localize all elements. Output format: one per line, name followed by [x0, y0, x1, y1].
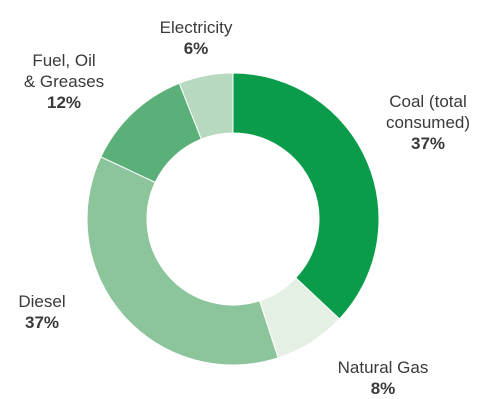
label-coal-line2: consumed) — [385, 113, 471, 132]
label-fuel-line1: Fuel, Oil — [32, 51, 96, 70]
label-coal-pct: 37% — [410, 134, 446, 153]
slice-diesel — [86, 156, 279, 366]
label-fuel-pct: 12% — [46, 93, 82, 112]
label-gas-line1: Natural Gas — [337, 358, 429, 377]
label-diesel: Diesel 37% — [4, 291, 80, 333]
label-electricity-pct: 6% — [183, 39, 209, 58]
slice-electricity — [178, 72, 234, 140]
label-gas-pct: 8% — [370, 379, 396, 398]
label-natural-gas: Natural Gas 8% — [322, 357, 444, 399]
label-diesel-line1: Diesel — [18, 292, 66, 311]
slice-coal — [232, 72, 380, 320]
label-diesel-pct: 37% — [24, 313, 60, 332]
label-electricity-line1: Electricity — [159, 18, 233, 37]
label-fuel-line2: & Greases — [23, 72, 105, 91]
label-electricity: Electricity 6% — [134, 17, 258, 59]
label-coal-line1: Coal (total — [389, 92, 467, 111]
label-coal: Coal (total consumed) 37% — [374, 91, 479, 154]
label-fuel-oil-greases: Fuel, Oil & Greases 12% — [10, 50, 118, 113]
